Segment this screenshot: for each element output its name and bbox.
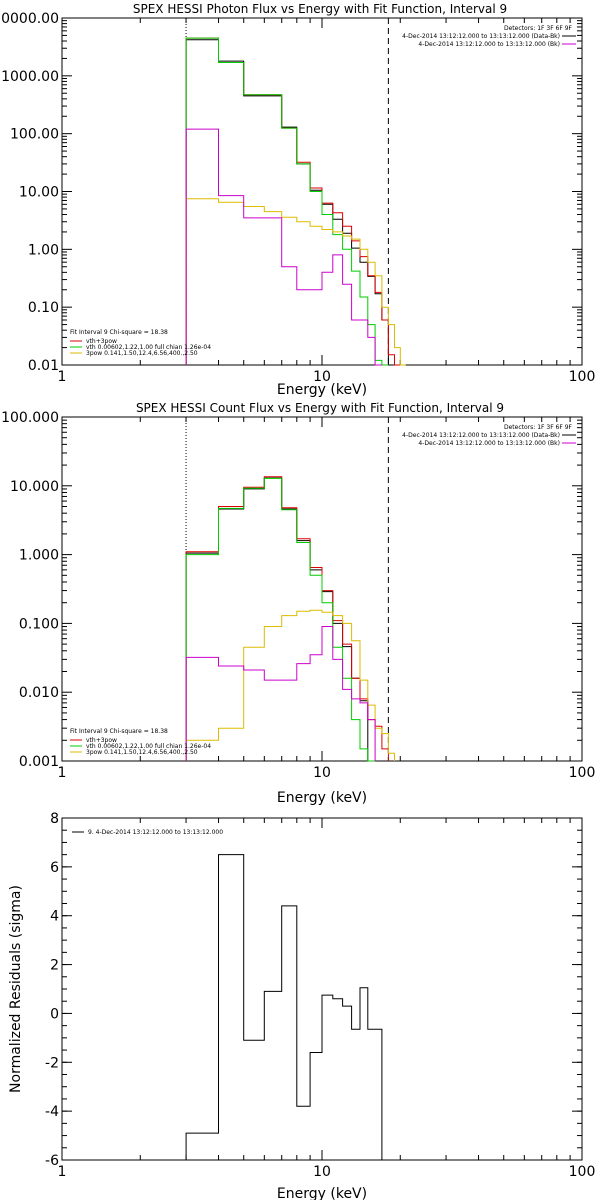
y-tick-label: 0.001 (19, 754, 59, 770)
y-tick-label: 0.10 (28, 300, 59, 316)
legend-top-entry: 4-Dec-2014 13:12:12.000 to 13:13:12.000 … (418, 41, 560, 48)
legend-top-header: Detectors: 1F 3F 6F 9F (504, 424, 573, 431)
x-tick-label: 1 (58, 1164, 67, 1180)
x-axis-title: Energy (keV) (277, 1186, 367, 1200)
legend-entry: 9. 4-Dec-2014 13:12:12.000 to 13:13:12.0… (88, 829, 223, 836)
legend-bottom-entry: 3pow 0.141,1.50,12.4,6.56,400.,2.50 (86, 749, 198, 756)
y-tick-label: 6 (50, 860, 59, 876)
y-tick-label: -6 (45, 1153, 59, 1169)
series-layer (185, 37, 406, 366)
series-layer (185, 476, 395, 762)
legend-bottom-header: Fit Interval 9 Chi-square = 18.38 (70, 329, 168, 336)
legend-bottom-entry: vth+3pow (86, 338, 117, 345)
legend: 9. 4-Dec-2014 13:12:12.000 to 13:13:12.0… (72, 829, 223, 836)
series-bk (185, 626, 376, 761)
legend-bottom: Fit Interval 9 Chi-square = 18.38 vth+3p… (70, 329, 211, 357)
y-axis-title: Normalized Residuals (sigma) (8, 885, 24, 1093)
x-tick-label: 10 (313, 369, 331, 385)
legend-bottom-entry: 3pow 0.141,1.50,12.4,6.56,400.,2.50 (86, 350, 198, 357)
reference-lines (185, 18, 389, 365)
y-tick-label: 1000.00 (1, 69, 59, 85)
x-tick-label: 10 (313, 1164, 331, 1180)
x-axis-title: Energy (keV) (277, 790, 367, 806)
legend-bottom-header: Fit Interval 9 Chi-square = 18.38 (70, 728, 168, 735)
y-tick-label: 0.100 (19, 616, 59, 632)
legend-top-entry: 4-Dec-2014 13:12:12.000 to 13:13:12.000 … (402, 432, 560, 439)
legend-top: Detectors: 1F 3F 6F 9F 4-Dec-2014 13:12:… (402, 25, 576, 48)
y-tick-label: 100.000 (1, 410, 59, 426)
y-tick-label: 10000.00 (0, 11, 59, 27)
photon-flux-panel: SPEX HESSI Photon Flux vs Energy with Fi… (0, 2, 595, 398)
x-tick-label: 10 (313, 765, 331, 781)
y-tick-label: 1.00 (28, 242, 59, 258)
y-tick-label: 0.01 (28, 358, 59, 374)
series-vth-3pow (185, 476, 389, 761)
legend-top: Detectors: 1F 3F 6F 9F 4-Dec-2014 13:12:… (402, 424, 576, 447)
x-tick-label: 100 (569, 369, 596, 385)
series-layer (185, 854, 389, 1161)
y-tick-label: 0 (50, 1006, 59, 1022)
series-data-bk (185, 477, 369, 761)
x-tick-label: 1 (58, 369, 67, 385)
plot-title: SPEX HESSI Count Flux vs Energy with Fit… (136, 401, 504, 415)
x-tick-label: 100 (569, 1164, 596, 1180)
series-bk (185, 128, 382, 366)
legend-top-entry: 4-Dec-2014 13:12:12.000 to 13:13:12.000 … (418, 440, 560, 447)
axis-ticks: 1 10 100 0.01 0.10 1.00 10.00 100.00 1000.00 1000… (0, 11, 595, 385)
y-tick-label: -2 (45, 1055, 59, 1071)
axis-ticks: 1 10 100 0.001 0.010 0.100 1.000 10.000 100.000 (1, 410, 595, 781)
x-tick-label: 100 (569, 765, 596, 781)
y-tick-label: -4 (45, 1104, 59, 1120)
axis-ticks: 1 10 100 -6 -4 -2 0 2 4 6 8 (45, 811, 595, 1180)
legend-bottom-entry: vth 0.00602,1.22,1.00 full chian 1.26e-0… (86, 344, 211, 351)
y-tick-label: 2 (50, 958, 59, 974)
reference-lines (185, 417, 389, 761)
series-vth (185, 37, 389, 366)
count-flux-panel: SPEX HESSI Count Flux vs Energy with Fit… (1, 401, 595, 806)
legend-top-header: Detectors: 1F 3F 6F 9F (504, 25, 573, 32)
legend-bottom-entry: vth 0.00602,1.22,1.00 full chian 1.26e-0… (86, 743, 211, 750)
y-tick-label: 0.010 (19, 685, 59, 701)
x-tick-label: 1 (58, 765, 67, 781)
legend-bottom: Fit Interval 9 Chi-square = 18.38 vth+3p… (70, 728, 211, 756)
y-tick-label: 10.00 (19, 185, 59, 201)
y-tick-label: 8 (50, 811, 59, 827)
plot-title: SPEX HESSI Photon Flux vs Energy with Fi… (133, 2, 507, 16)
y-tick-label: 10.000 (10, 479, 59, 495)
residuals-panel: 1 10 100 -6 -4 -2 0 2 4 6 8 9. 4-Dec-2014 13:12:12… (8, 811, 595, 1200)
series-3pow (185, 198, 406, 366)
series-3pow (185, 609, 395, 761)
y-tick-label: 100.00 (10, 127, 59, 143)
plot-frame (61, 817, 583, 1161)
series-vth (185, 477, 376, 762)
series-data-bk (185, 39, 389, 365)
legend-bottom-entry: vth+3pow (86, 737, 117, 744)
series-residuals (185, 854, 389, 1161)
x-axis-title: Energy (keV) (277, 382, 367, 398)
y-tick-label: 4 (50, 909, 59, 925)
y-tick-label: 1.000 (19, 548, 59, 564)
legend-top-entry: 4-Dec-2014 13:12:12.000 to 13:13:12.000 … (402, 33, 560, 40)
